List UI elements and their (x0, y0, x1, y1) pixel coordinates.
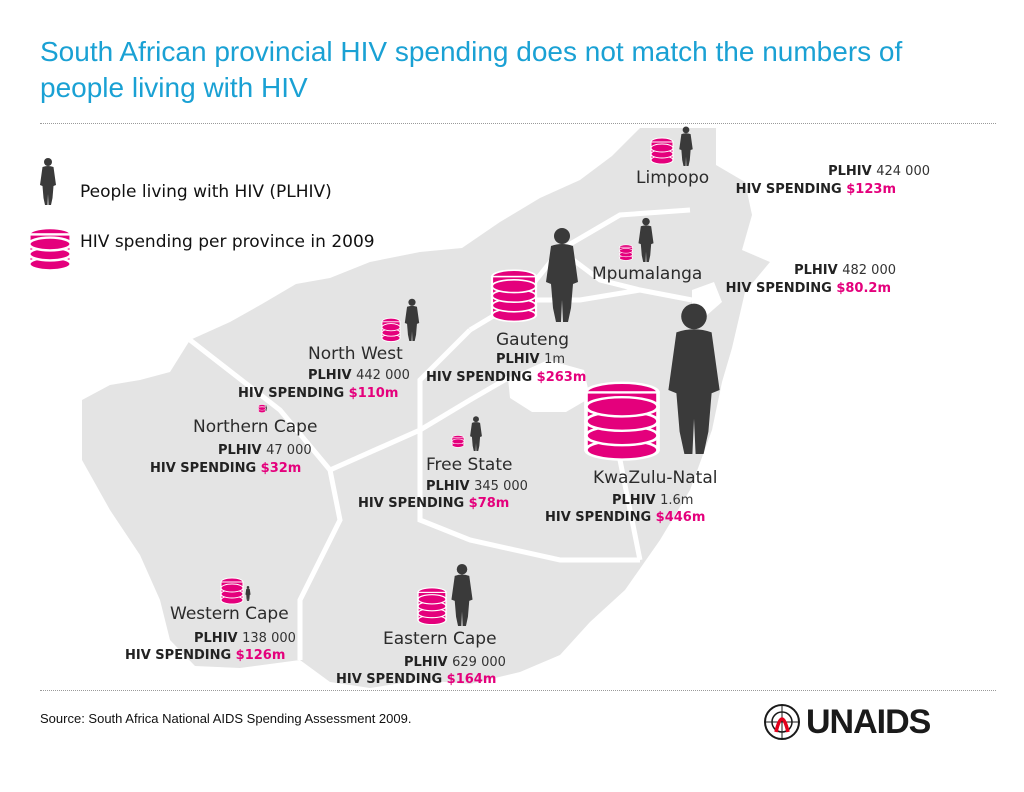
limpopo-spending-line: HIV SPENDING $123m (736, 182, 896, 197)
mpumalanga-plhiv-line: PLHIV 482 000 (794, 263, 896, 278)
easterncape-spending-value: $164m (446, 672, 497, 687)
kwazulunatal-stack-icon (584, 380, 660, 462)
northwest-spending-value: $110m (348, 386, 399, 401)
stat-key: PLHIV (404, 655, 448, 670)
province-name-western-cape: Western Cape (170, 604, 289, 624)
stat-key: HIV SPENDING (125, 648, 232, 663)
legend-spending-label: HIV spending per province in 2009 (80, 232, 375, 252)
stat-key: HIV SPENDING (358, 496, 465, 511)
freestate-spending-line: HIV SPENDING $78m (358, 496, 509, 511)
stat-key: PLHIV (612, 493, 656, 508)
stat-key: HIV SPENDING (725, 281, 832, 296)
mpumalanga-spending-line: HIV SPENDING $80.2m (726, 281, 891, 296)
freestate-plhiv-line: PLHIV 345 000 (426, 479, 528, 494)
gauteng-stack-icon (490, 269, 538, 323)
stat-key: PLHIV (308, 368, 352, 383)
mpumalanga-plhiv-value: 482 000 (842, 263, 896, 278)
unaids-logo: UNAIDS (762, 700, 931, 744)
gauteng-plhiv-value: 1m (544, 352, 566, 367)
province-name-gauteng: Gauteng (496, 330, 570, 350)
westerncape-spending-value: $126m (235, 648, 286, 663)
unaids-logo-text: UNAIDS (806, 702, 931, 741)
lesotho-cutout (508, 360, 590, 412)
stat-key: HIV SPENDING (238, 386, 345, 401)
source-note: Source: South Africa National AIDS Spend… (40, 711, 412, 726)
stat-key: PLHIV (828, 164, 872, 179)
northwest-plhiv-value: 442 000 (356, 368, 410, 383)
stat-key: PLHIV (218, 443, 262, 458)
westerncape-spending-line: HIV SPENDING $126m (125, 648, 285, 663)
stat-key: PLHIV (194, 631, 238, 646)
easterncape-plhiv-value: 629 000 (452, 655, 506, 670)
northwest-spending-line: HIV SPENDING $110m (238, 386, 398, 401)
easterncape-plhiv-line: PLHIV 629 000 (404, 655, 506, 670)
un-emblem-icon (764, 704, 800, 740)
easterncape-spending-line: HIV SPENDING $164m (336, 672, 496, 687)
top-divider (40, 123, 996, 124)
province-name-eastern-cape: Eastern Cape (383, 629, 497, 649)
gauteng-spending-line: HIV SPENDING $263m (426, 370, 586, 385)
westerncape-stack-icon (220, 577, 244, 605)
province-name-free-state: Free State (426, 455, 513, 475)
easterncape-stack-icon (417, 587, 447, 626)
northerncape-plhiv-line: PLHIV 47 000 (218, 443, 312, 458)
stat-key: HIV SPENDING (426, 370, 533, 385)
south-africa-map-shape (82, 128, 770, 688)
stat-key: HIV SPENDING (545, 510, 652, 525)
stat-key: PLHIV (794, 263, 838, 278)
mpumalanga-stack-icon (619, 244, 633, 261)
stat-key: HIV SPENDING (150, 461, 257, 476)
province-name-mpumalanga: Mpumalanga (592, 264, 703, 284)
northerncape-plhiv-value: 47 000 (266, 443, 312, 458)
legend-person-icon (40, 158, 56, 205)
northwest-stack-icon (381, 317, 401, 343)
stat-key: HIV SPENDING (336, 672, 443, 687)
limpopo-plhiv-line: PLHIV 424 000 (828, 164, 930, 179)
province-name-northern-cape: Northern Cape (193, 417, 318, 437)
limpopo-stack-icon (650, 137, 674, 165)
northerncape-stack-icon (258, 404, 266, 413)
province-name-kwazulu-natal: KwaZulu-Natal (593, 468, 718, 488)
kwazulunatal-spending-line: HIV SPENDING $446m (545, 510, 705, 525)
stat-key: PLHIV (496, 352, 540, 367)
northerncape-spending-value: $32m (260, 461, 302, 476)
stat-key: HIV SPENDING (735, 182, 842, 197)
kwazulunatal-plhiv-value: 1.6m (660, 493, 694, 508)
freestate-stack-icon (451, 435, 465, 448)
westerncape-plhiv-value: 138 000 (242, 631, 296, 646)
kwazulunatal-spending-value: $446m (655, 510, 706, 525)
bottom-divider (40, 690, 996, 691)
stat-key: PLHIV (426, 479, 470, 494)
limpopo-spending-value: $123m (846, 182, 896, 197)
province-name-north-west: North West (308, 344, 403, 364)
legend-stack-icon (27, 226, 73, 272)
gauteng-plhiv-line: PLHIV 1m (496, 352, 565, 367)
gauteng-spending-value: $263m (536, 370, 587, 385)
limpopo-plhiv-value: 424 000 (876, 164, 930, 179)
kwazulunatal-plhiv-line: PLHIV 1.6m (612, 493, 693, 508)
mpumalanga-spending-value: $80.2m (836, 281, 891, 296)
freestate-spending-value: $78m (468, 496, 510, 511)
northerncape-spending-line: HIV SPENDING $32m (150, 461, 301, 476)
freestate-plhiv-value: 345 000 (474, 479, 528, 494)
legend-plhiv-label: People living with HIV (PLHIV) (80, 182, 332, 202)
page-title: South African provincial HIV spending do… (40, 36, 903, 103)
province-name-limpopo: Limpopo (636, 168, 710, 188)
westerncape-plhiv-line: PLHIV 138 000 (194, 631, 296, 646)
northwest-plhiv-line: PLHIV 442 000 (308, 368, 410, 383)
